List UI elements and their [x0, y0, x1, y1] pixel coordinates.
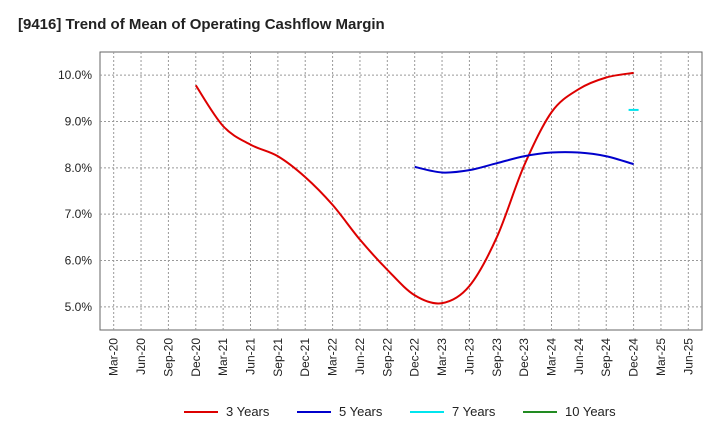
chart-title: [9416] Trend of Mean of Operating Cashfl…: [18, 16, 385, 33]
legend-label: 3 Years: [226, 404, 270, 419]
x-tick-label: Jun-24: [572, 338, 586, 375]
x-tick-label: Dec-23: [517, 338, 531, 377]
x-tick-label: Jun-23: [462, 338, 476, 375]
x-tick-label: Mar-25: [654, 338, 668, 376]
legend-label: 10 Years: [565, 404, 616, 419]
x-tick-label: Jun-21: [244, 338, 258, 375]
legend-item: 7 Years: [410, 404, 495, 419]
x-tick-label: Dec-24: [627, 338, 641, 377]
x-tick-label: Sep-23: [490, 338, 504, 377]
y-tick-label: 6.0%: [65, 254, 93, 268]
x-tick-label: Mar-22: [326, 338, 340, 376]
y-tick-label: 8.0%: [65, 161, 93, 175]
series-line-5-years: [414, 151, 634, 174]
x-tick-label: Dec-22: [408, 338, 422, 377]
chart-legend: 3 Years 5 Years 7 Years 10 Years: [0, 404, 720, 426]
x-tick-label: Sep-20: [161, 338, 175, 377]
y-tick-label: 5.0%: [65, 300, 93, 314]
legend-swatch: [297, 410, 331, 413]
x-tick-label: Dec-20: [189, 338, 203, 377]
x-tick-label: Jun-22: [353, 338, 367, 375]
legend-label: 7 Years: [452, 404, 496, 419]
x-tick-label: Jun-25: [681, 338, 695, 375]
x-tick-label: Jun-20: [134, 338, 148, 375]
legend-item: 10 Years: [523, 404, 616, 419]
x-tick-label: Mar-24: [545, 338, 559, 376]
legend-item: 5 Years: [297, 404, 382, 419]
legend-item: 3 Years: [184, 404, 269, 419]
legend-swatch: [523, 410, 557, 413]
legend-swatch: [184, 410, 218, 413]
x-tick-label: Sep-24: [599, 338, 613, 377]
x-tick-label: Dec-21: [298, 338, 312, 377]
x-tick-label: Mar-20: [107, 338, 121, 376]
y-tick-label: 9.0%: [65, 115, 93, 129]
x-tick-label: Mar-23: [435, 338, 449, 376]
series-line-3-years: [194, 71, 634, 305]
x-tick-label: Mar-21: [216, 338, 230, 376]
y-tick-label: 7.0%: [65, 207, 93, 221]
legend-swatch: [410, 410, 444, 413]
y-tick-label: 10.0%: [58, 68, 92, 82]
x-tick-label: Sep-21: [271, 338, 285, 377]
x-tick-label: Sep-22: [380, 338, 394, 377]
plot-area: [99, 51, 703, 331]
legend-label: 5 Years: [339, 404, 383, 419]
